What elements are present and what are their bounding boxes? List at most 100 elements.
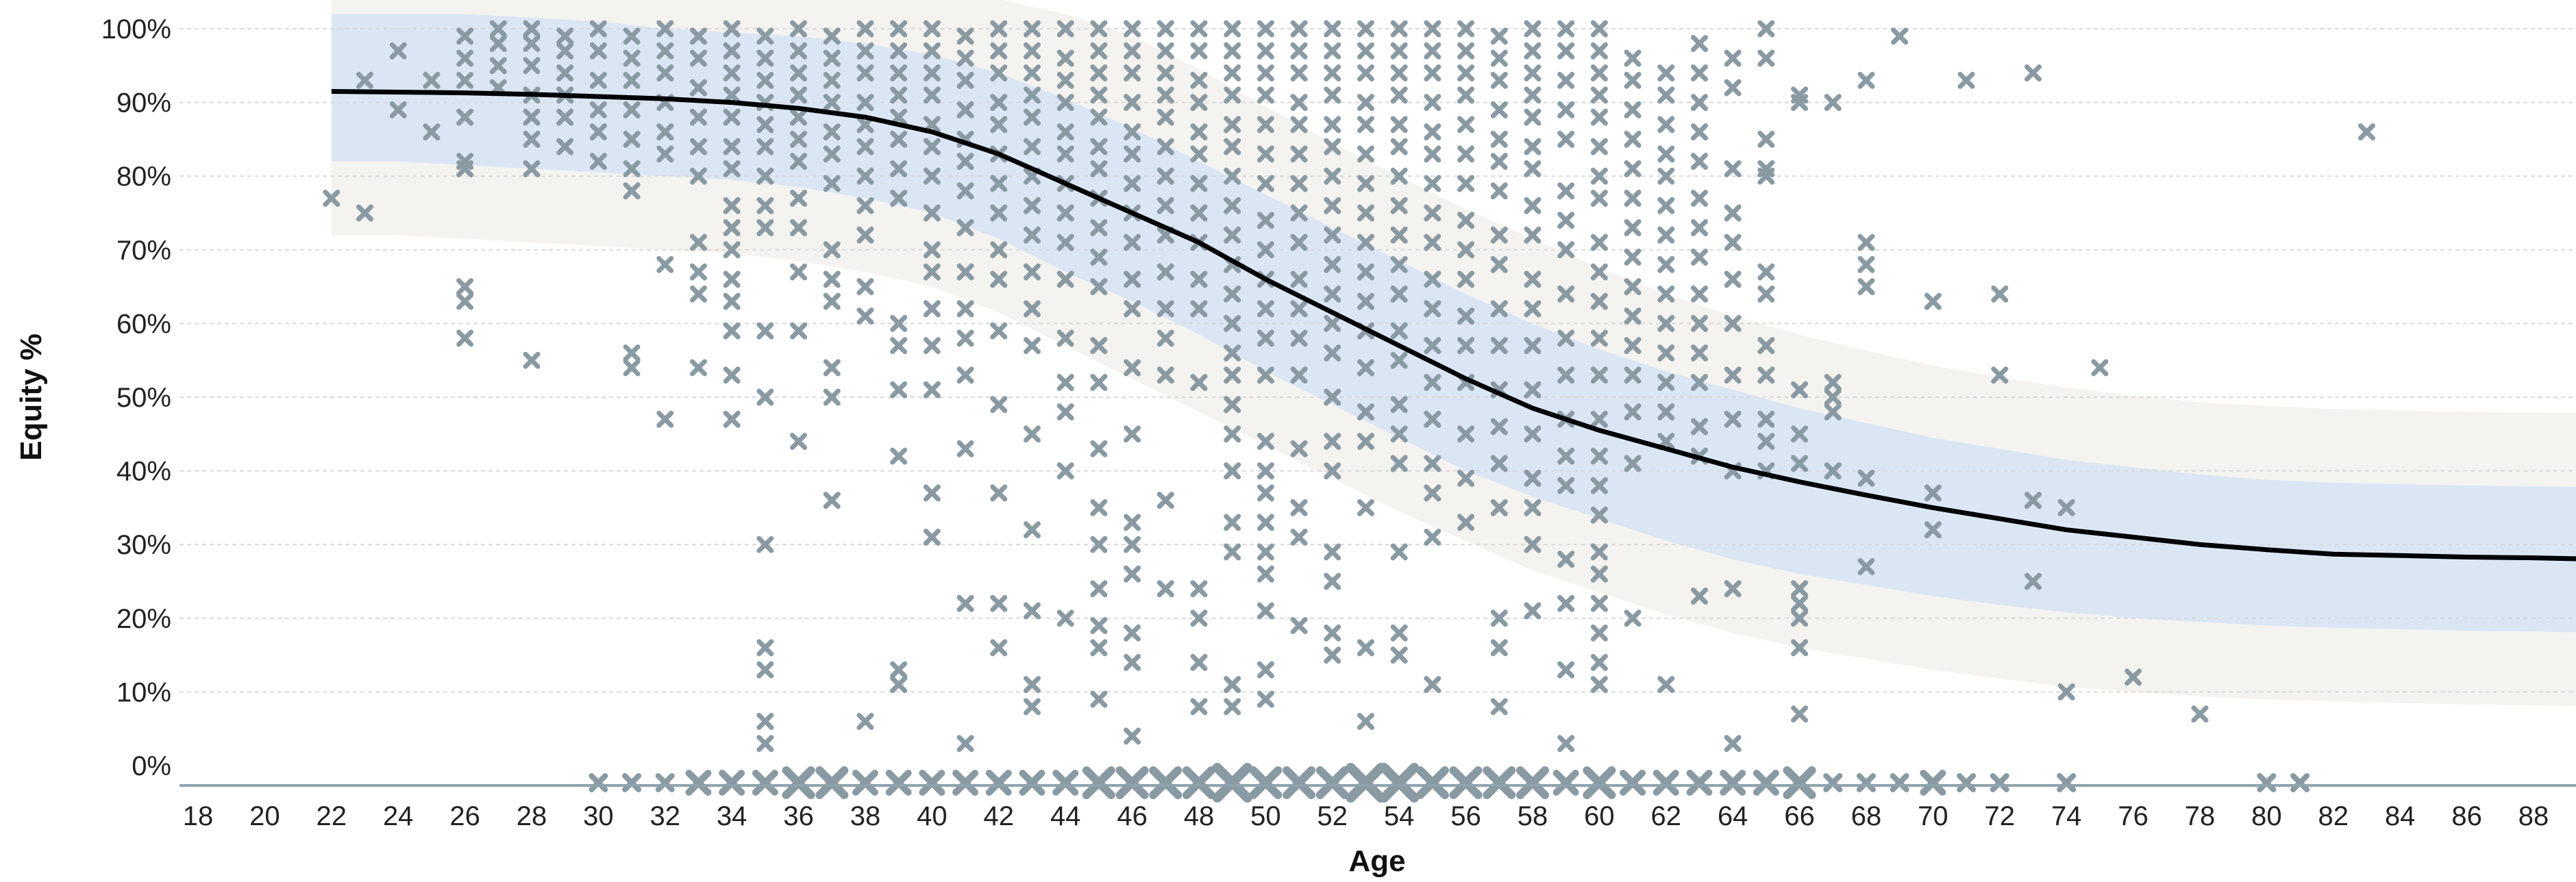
- scatter-point: [1224, 396, 1241, 414]
- x-tick-label: 52: [1317, 801, 1348, 831]
- scatter-point: [1124, 42, 1141, 60]
- scatter-point: [1224, 698, 1241, 716]
- scatter-point: [1390, 543, 1408, 561]
- scatter-point: [1691, 314, 1708, 332]
- scatter-point: [1424, 42, 1441, 60]
- scatter-point: [1024, 300, 1041, 318]
- scatter-point: [556, 27, 574, 45]
- scatter-point: [1557, 551, 1575, 568]
- scatter-point: [1024, 226, 1041, 244]
- scatter-point: [1724, 410, 1742, 428]
- scatter-point: [1390, 86, 1408, 104]
- scatter-point: [923, 300, 941, 318]
- zero-point: [1753, 770, 1779, 796]
- scatter-point: [1256, 543, 1274, 561]
- scatter-point: [1224, 64, 1241, 82]
- scatter-point: [1657, 167, 1675, 185]
- scatter-point: [1624, 49, 1642, 67]
- x-tick-label: 88: [2518, 801, 2549, 831]
- scatter-point: [1256, 175, 1274, 192]
- scatter-point: [1924, 521, 1942, 539]
- scatter-point: [1224, 314, 1241, 332]
- scatter-point: [656, 64, 674, 82]
- scatter-point: [723, 42, 741, 60]
- scatter-point: [1056, 609, 1074, 627]
- zero-point: [1516, 766, 1549, 799]
- scatter-point: [523, 351, 541, 369]
- scatter-point: [523, 160, 541, 177]
- scatter-point: [1590, 234, 1608, 251]
- scatter-point: [1657, 226, 1675, 244]
- scatter-point: [1757, 130, 1775, 148]
- scatter-point: [1557, 182, 1575, 200]
- scatter-point: [856, 94, 874, 112]
- scatter-point: [890, 42, 908, 60]
- scatter-point: [1390, 396, 1408, 414]
- scatter-point: [1190, 580, 1208, 598]
- scatter-point: [623, 101, 641, 118]
- scatter-point: [1524, 499, 1541, 516]
- scatter-point: [1056, 123, 1074, 141]
- scatter-point: [2024, 492, 2042, 509]
- scatter-point: [1524, 536, 1541, 553]
- zero-point: [1857, 773, 1876, 792]
- scatter-point: [1657, 373, 1675, 391]
- scatter-point: [1357, 234, 1374, 251]
- scatter-point: [1124, 270, 1141, 288]
- scatter-point: [1290, 175, 1308, 192]
- scatter-point: [756, 138, 774, 155]
- scatter-point: [923, 204, 941, 222]
- scatter-point: [1590, 20, 1608, 38]
- zero-point: [1182, 766, 1215, 799]
- scatter-point: [589, 123, 607, 141]
- scatter-point: [1056, 462, 1074, 480]
- scatter-point: [1590, 676, 1608, 694]
- x-tick-label: 82: [2318, 801, 2349, 831]
- scatter-point: [1590, 447, 1608, 465]
- scatter-point: [1024, 42, 1041, 60]
- scatter-point: [1324, 20, 1341, 38]
- scatter-point: [1891, 27, 1909, 45]
- scatter-point: [1624, 609, 1642, 627]
- scatter-point: [1256, 116, 1274, 134]
- scatter-point: [2091, 359, 2109, 377]
- scatter-point: [623, 130, 641, 148]
- scatter-point: [556, 108, 574, 126]
- scatter-point: [1124, 234, 1141, 251]
- scatter-point: [1757, 366, 1775, 384]
- scatter-point: [1324, 388, 1341, 406]
- scatter-point: [1124, 425, 1141, 443]
- y-tick-label: 80%: [116, 162, 171, 192]
- scatter-point: [1490, 153, 1508, 171]
- scatter-point: [1190, 698, 1208, 716]
- x-tick-label: 62: [1651, 801, 1682, 831]
- scatter-point: [790, 86, 808, 104]
- scatter-point: [1757, 433, 1775, 451]
- scatter-point: [456, 329, 474, 347]
- scatter-point: [1657, 676, 1675, 694]
- zero-point: [1920, 770, 1946, 796]
- scatter-point: [1857, 234, 1875, 251]
- scatter-point: [1524, 602, 1541, 620]
- scatter-point: [1590, 653, 1608, 671]
- scatter-point: [1224, 86, 1241, 104]
- scatter-point: [1124, 64, 1141, 82]
- scatter-point: [1490, 499, 1508, 516]
- scatter-point: [1024, 425, 1041, 443]
- scatter-point: [690, 138, 707, 155]
- scatter-point: [1090, 219, 1108, 237]
- scatter-point: [823, 71, 841, 89]
- scatter-point: [1224, 138, 1241, 155]
- scatter-point: [1156, 366, 1174, 384]
- scatter-point: [1324, 167, 1341, 185]
- scatter-point: [1457, 20, 1475, 38]
- scatter-point: [423, 71, 441, 89]
- zero-point: [1115, 766, 1149, 799]
- scatter-point: [656, 123, 674, 141]
- scatter-point: [1124, 624, 1141, 642]
- scatter-point: [1557, 285, 1575, 303]
- scatter-point: [690, 234, 707, 251]
- scatter-point: [1290, 329, 1308, 347]
- scatter-point: [856, 138, 874, 155]
